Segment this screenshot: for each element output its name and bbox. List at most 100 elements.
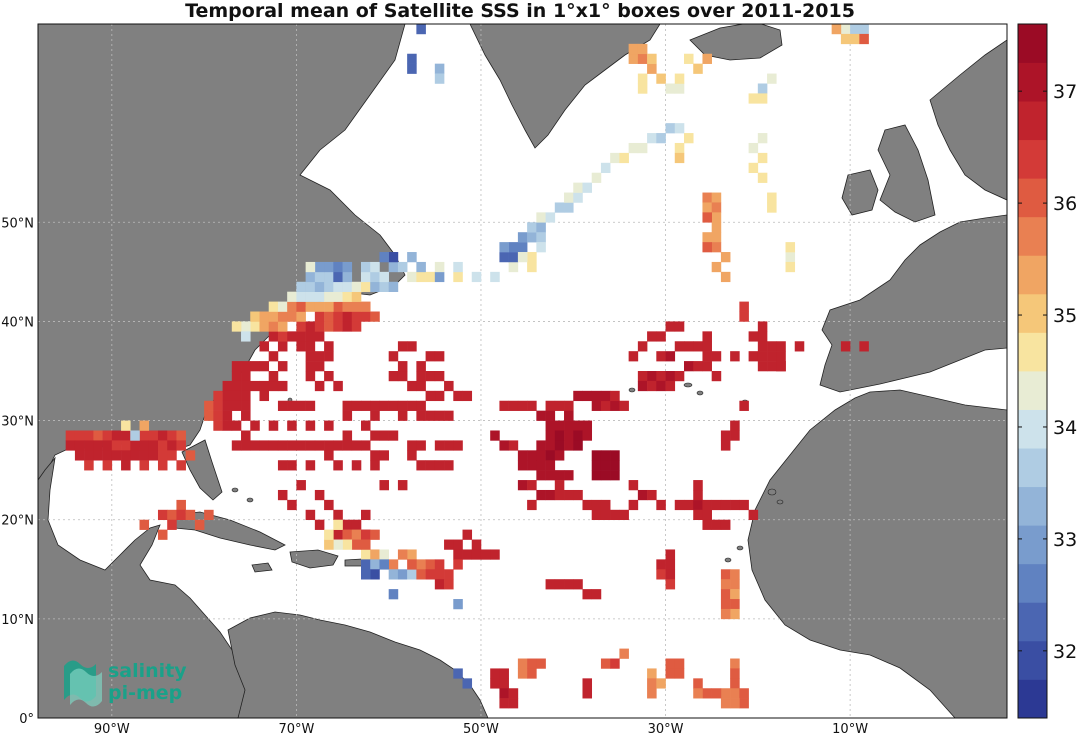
salinity-cell [268,331,279,342]
salinity-cell [767,351,777,362]
salinity-cell [296,321,306,332]
salinity-cell [157,440,168,451]
salinity-cell [314,380,325,392]
salinity-cell [250,380,260,392]
salinity-cell [564,202,574,213]
salinity-cell [536,489,546,501]
salinity-cell [370,281,380,292]
salinity-cell [342,261,353,273]
salinity-cell [730,668,740,679]
salinity-cell [287,291,297,302]
salinity-cell [111,430,122,441]
salinity-cell [720,579,731,590]
salinity-cell [739,499,749,511]
salinity-cell [573,579,583,590]
salinity-cell [416,440,426,451]
salinity-cell [600,162,611,174]
salinity-cell [361,440,371,451]
salinity-cell [490,430,500,441]
salinity-cell [370,460,380,471]
salinity-cell [241,440,251,451]
salinity-cell [564,400,574,411]
land-south-america [227,611,489,718]
salinity-cell [324,341,334,352]
land-jamaica [251,562,273,573]
salinity-cell [370,271,380,283]
salinity-cell [591,589,602,600]
salinity-cell [702,53,712,64]
salinity-cell [600,400,611,411]
salinity-cell [277,311,288,322]
salinity-cell [582,589,593,600]
salinity-cell [361,261,371,273]
salinity-cell [527,252,537,263]
salinity-cell [241,400,251,411]
salinity-cell [74,440,85,451]
salinity-cell [397,569,408,580]
salinity-cell [342,311,353,322]
salinity-cell [767,202,777,213]
salinity-cell [351,440,362,451]
salinity-cell [656,499,666,511]
salinity-cell [444,460,454,471]
salinity-cell [711,192,722,203]
colorbar-segment [1018,409,1047,449]
salinity-cell [776,341,786,352]
salinity-cell [637,142,648,154]
salinity-cell [554,430,565,441]
salinity-cell [637,43,648,55]
salinity-cell [757,321,768,332]
salinity-cell [324,291,334,302]
salinity-cell [314,271,325,283]
salinity-cell [314,519,325,530]
salinity-cell [241,430,251,441]
salinity-cell [425,569,436,580]
salinity-cell [702,499,712,511]
salinity-cell [241,361,251,372]
salinity-cell [665,321,676,332]
salinity-cell [665,549,676,560]
salinity-cell [730,599,740,610]
salinity-cell [204,410,214,421]
salinity-cell [711,261,722,273]
salinity-cell [573,390,583,402]
salinity-cell [231,371,242,382]
salinity-cell [536,242,546,253]
salinity-cell [351,321,362,332]
salinity-cell [102,440,113,451]
salinity-cell [508,698,519,709]
salinity-cell [305,351,316,362]
salinity-cell [767,73,777,84]
salinity-cell [379,450,389,461]
salinity-cell [277,400,288,411]
salinity-cell [702,242,712,253]
salinity-cell [573,430,583,441]
salinity-cell [361,559,371,570]
salinity-cell [564,192,574,203]
salinity-cell [711,519,722,530]
salinity-cell [314,331,325,342]
salinity-cell [277,361,288,372]
salinity-cell [324,311,334,322]
land-hispaniola [289,549,339,569]
salinity-cell [674,123,685,134]
salinity-cell [416,410,426,421]
salinity-cell [757,93,768,104]
salinity-cell [296,341,306,352]
salinity-cell [527,499,537,511]
salinity-cell [397,410,408,421]
salinity-cell [619,152,629,164]
salinity-cell [342,271,353,283]
salinity-cell [480,549,491,560]
salinity-cell [93,430,103,441]
salinity-cell [462,529,473,540]
salinity-cell [628,499,639,511]
salinity-cell [730,608,740,620]
salinity-cell [296,440,306,451]
salinity-cell [296,291,306,302]
salinity-cell [748,351,759,362]
salinity-cell [453,559,463,570]
salinity-cell [702,688,712,699]
salinity-cell [213,390,223,402]
salinity-cell [425,460,436,471]
